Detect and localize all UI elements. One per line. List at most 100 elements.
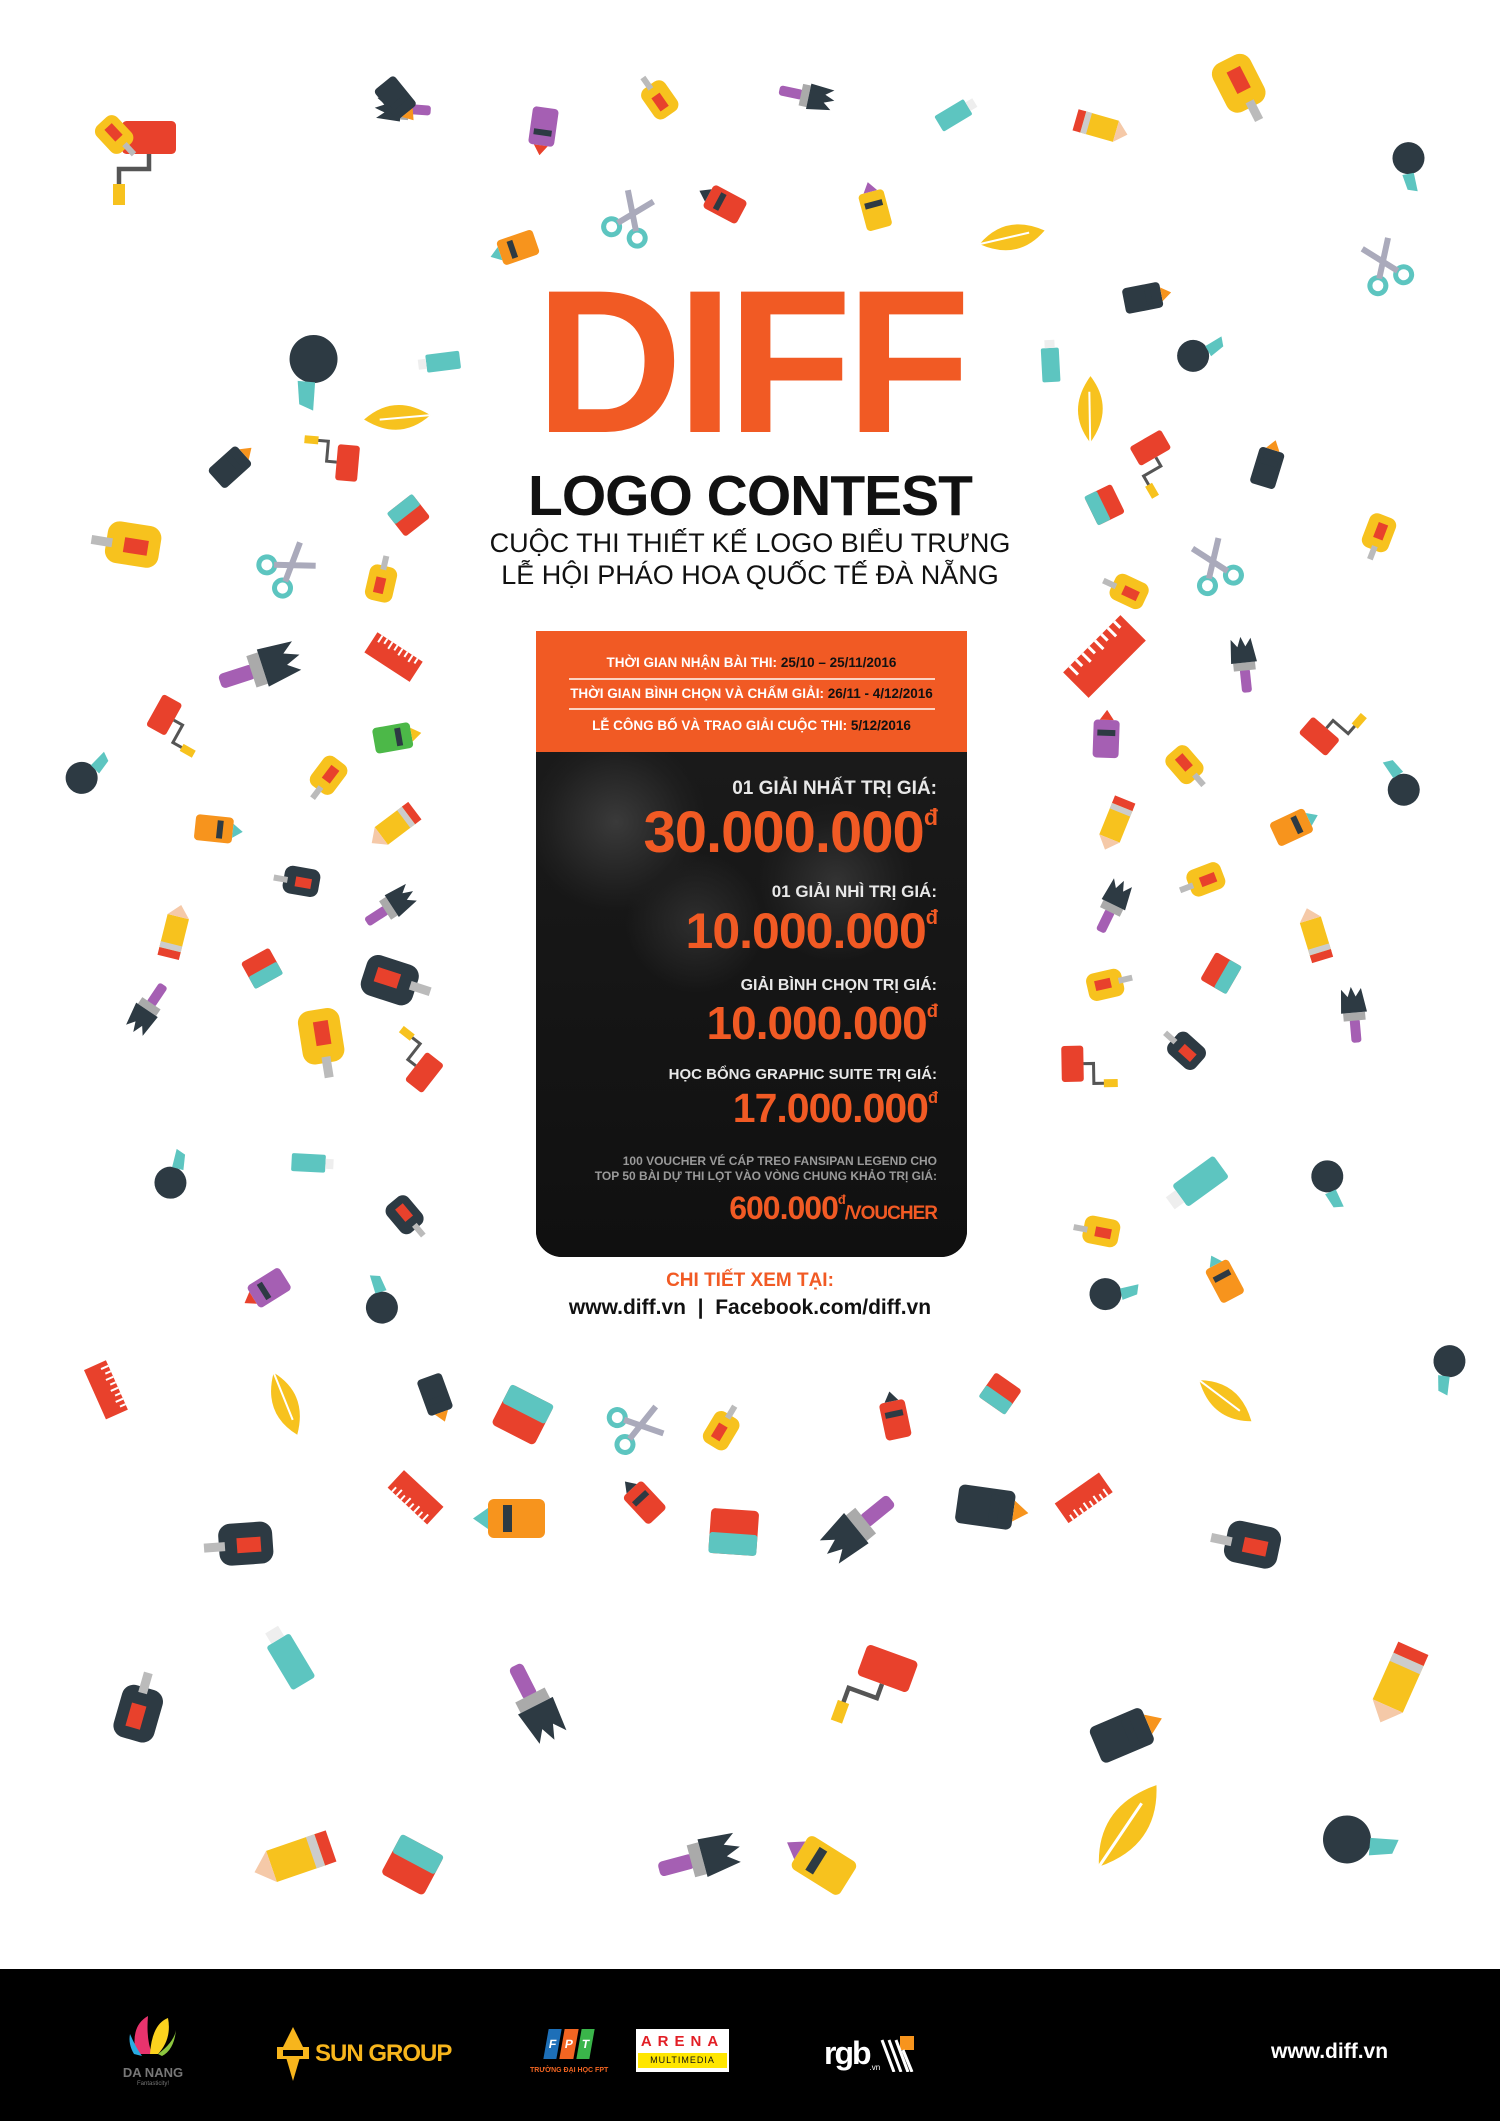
cutter-illustration-icon <box>1161 832 1238 913</box>
tube-illustration-icon <box>237 1591 363 1715</box>
cutter-illustration-icon <box>256 992 363 1093</box>
marker-illustration-icon <box>607 1459 694 1546</box>
sungroup-emblem-icon <box>277 2027 309 2081</box>
roller-illustration-icon <box>823 1633 937 1752</box>
tube-illustration-icon <box>1026 332 1094 393</box>
bulb-illustration-icon <box>351 1266 429 1339</box>
brush-illustration-icon <box>1318 978 1381 1048</box>
cutter-illustration-icon <box>80 479 181 586</box>
scissors-illustration-icon <box>247 520 333 604</box>
cutter-illustration-icon <box>1168 32 1292 153</box>
leaf-illustration-icon <box>1184 1369 1256 1435</box>
page-subtitle: LOGO CONTEST <box>528 464 973 528</box>
leaf-illustration-icon <box>357 369 443 456</box>
schedule-item: LỄ CÔNG BỐ VÀ TRAO GIẢI CUỘC THI: 5/12/2… <box>536 717 967 734</box>
brush-illustration-icon <box>643 1798 757 1907</box>
tube-illustration-icon <box>407 317 472 389</box>
marker-illustration-icon <box>927 1463 1033 1562</box>
leaf-illustration-icon <box>1051 369 1138 456</box>
details-links: www.diff.vn | Facebook.com/diff.vn <box>0 1296 1500 1320</box>
scissors-illustration-icon <box>590 171 669 254</box>
brush-illustration-icon <box>347 860 433 944</box>
prize-amount: 17.000.000đ <box>732 1085 938 1131</box>
cutter-illustration-icon <box>277 730 364 815</box>
schedule-value: 5/12/2016 <box>850 718 911 733</box>
footer-website-link[interactable]: www.diff.vn <box>1271 2040 1389 2063</box>
prize-amount: 10.000.000đ <box>685 903 938 959</box>
schedule-value: 25/10 – 25/11/2016 <box>780 655 897 670</box>
tube-illustration-icon <box>918 80 1001 166</box>
roller-illustration-icon <box>1119 420 1202 505</box>
cutter-illustration-icon <box>1136 729 1223 815</box>
bulb-illustration-icon <box>1396 1320 1483 1406</box>
contest-info-card: THỜI GIAN NHẬN BÀI THI: 25/10 – 25/11/20… <box>536 631 967 1257</box>
ruler-illustration-icon <box>377 1449 464 1536</box>
cutter-illustration-icon <box>352 547 428 618</box>
marker-illustration-icon <box>1080 709 1140 776</box>
bulb-illustration-icon <box>1287 1789 1413 1917</box>
marker-illustration-icon <box>865 1385 935 1461</box>
eraser-illustration-icon <box>357 469 443 556</box>
prize-amount: 30.000.000đ <box>643 800 938 865</box>
marker-illustration-icon <box>767 1800 894 1924</box>
marker-illustration-icon <box>1059 1684 1180 1801</box>
voucher-description: 100 VOUCHER VÉ CÁP TREO FANSIPAN LEGEND … <box>594 1154 937 1183</box>
roller-illustration-icon <box>138 681 223 763</box>
marker-illustration-icon <box>392 1352 469 1433</box>
separator: | <box>697 1296 704 1319</box>
brush-illustration-icon <box>108 969 192 1055</box>
cutter-illustration-icon <box>92 1658 207 1768</box>
prize-amount: 10.000.000đ <box>706 997 938 1049</box>
pen-illustration-icon <box>227 1241 313 1325</box>
arena-logo: ARENA MULTIMEDIA <box>636 2029 729 2072</box>
cutter-illustration-icon <box>687 1391 773 1474</box>
schedule-item: THỜI GIAN NHẬN BÀI THI: 25/10 – 25/11/20… <box>536 654 967 671</box>
pencil-illustration-icon <box>1329 1623 1451 1741</box>
marker-illustration-icon <box>480 204 560 280</box>
roller-illustration-icon <box>107 115 194 210</box>
divider <box>569 678 935 680</box>
roller-illustration-icon <box>295 431 365 494</box>
leaf-illustration-icon <box>968 200 1052 286</box>
bulb-illustration-icon <box>1170 329 1229 395</box>
website-link[interactable]: www.diff.vn <box>568 1296 686 1319</box>
leaf-illustration-icon <box>239 1363 321 1442</box>
rgb-stripes-icon <box>880 2036 915 2072</box>
facebook-link[interactable]: Facebook.com/diff.vn <box>715 1296 932 1319</box>
eraser-illustration-icon <box>1187 931 1272 1014</box>
brush-illustration-icon <box>772 57 848 127</box>
sungroup-logo: SUN GROUP <box>273 2027 452 2081</box>
cutter-illustration-icon <box>1198 1477 1303 1588</box>
ruler-illustration-icon <box>1038 1449 1123 1536</box>
ruler-illustration-icon <box>59 1353 142 1432</box>
eraser-illustration-icon <box>1058 472 1142 553</box>
ruler-illustration-icon <box>1046 598 1175 727</box>
schedule-item: THỜI GIAN BÌNH CHỌN VÀ CHẤM GIẢI: 26/11 … <box>536 685 967 702</box>
bulb-illustration-icon <box>137 1139 224 1226</box>
marker-illustration-icon <box>1248 792 1331 872</box>
eraser-illustration-icon <box>958 1359 1043 1446</box>
bulb-illustration-icon <box>1377 752 1444 812</box>
bulb-illustration-icon <box>236 299 364 425</box>
tube-illustration-icon <box>279 1139 340 1207</box>
page-title: DIFF <box>535 248 970 476</box>
prizes-panel: 01 GIẢI NHẤT TRỊ GIÁ: 30.000.000đ 01 GIẢ… <box>536 752 967 1257</box>
scissors-illustration-icon <box>1341 221 1420 303</box>
fpt-mark: F P T <box>530 2029 608 2059</box>
schedule-label: THỜI GIAN NHẬN BÀI THI: <box>606 655 778 670</box>
eraser-illustration-icon <box>460 1340 581 1464</box>
marker-illustration-icon <box>507 86 573 158</box>
voucher-amount: 600.000đ/VOUCHER <box>729 1190 938 1226</box>
brush-illustration-icon <box>1208 627 1272 698</box>
cutter-illustration-icon <box>1065 1185 1134 1260</box>
pencil-illustration-icon <box>141 896 218 968</box>
schedule-panel: THỜI GIAN NHẬN BÀI THI: 25/10 – 25/11/20… <box>536 631 967 752</box>
roller-illustration-icon <box>1287 679 1373 766</box>
pen-illustration-icon <box>688 162 773 244</box>
pencil-illustration-icon <box>233 1793 346 1911</box>
tagline-line-2: LỄ HỘI PHÁO HOA QUỐC TẾ ĐÀ NẴNG <box>501 560 999 590</box>
scissors-illustration-icon <box>601 1386 679 1460</box>
marker-illustration-icon <box>175 800 246 864</box>
brush-illustration-icon <box>480 1640 601 1764</box>
ruler-illustration-icon <box>348 619 432 705</box>
